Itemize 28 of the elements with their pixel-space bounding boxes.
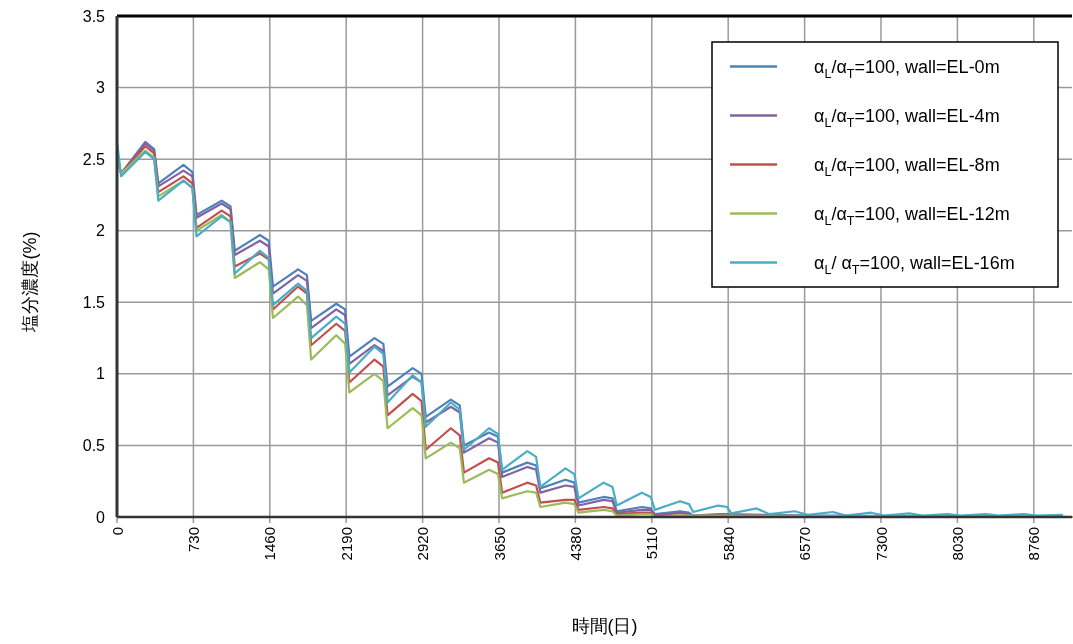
legend-label: α$_{L}$/α$_{T}$=100, wall=EL-8m [814, 154, 1000, 179]
x-tick-label: 730 [184, 527, 202, 553]
x-tick-label: 8760 [1025, 527, 1043, 561]
x-tick-label: 3650 [490, 527, 508, 561]
x-tick-label: 2190 [337, 527, 355, 561]
y-tick-label: 1 [96, 365, 106, 383]
x-tick-label: 4380 [566, 527, 584, 561]
legend-label: α$_{L}$/α$_{T}$=100, wall=EL-12m [814, 203, 1010, 228]
y-axis-title: 塩分濃度(%) [20, 231, 40, 333]
y-tick-label: 3 [96, 79, 106, 97]
x-tick-label: 0 [108, 527, 126, 536]
x-tick-label: 5110 [643, 527, 661, 560]
x-tick-label: 6570 [796, 527, 814, 561]
x-tick-label: 8030 [948, 527, 966, 561]
x-tick-label: 1460 [261, 527, 279, 561]
x-tick-label: 7300 [872, 527, 890, 561]
legend-label: α$_{L}$/α$_{T}$=100, wall=EL-4m [814, 105, 1000, 130]
y-tick-label: 2 [96, 222, 106, 240]
y-tick-label: 0 [96, 508, 106, 526]
y-tick-label: 0.5 [82, 436, 106, 454]
legend-label: α$_{L}$/ α$_{T}$=100, wall=EL-16m [814, 252, 1015, 277]
legend-label: α$_{L}$/α$_{T}$=100, wall=EL-0m [814, 56, 1000, 81]
y-tick-label: 2.5 [82, 150, 106, 168]
x-tick-label: 2920 [414, 527, 432, 561]
y-tick-label: 3.5 [82, 7, 106, 25]
x-axis-title: 時間(日) [571, 616, 638, 636]
x-tick-label: 5840 [719, 527, 737, 561]
y-tick-label: 1.5 [82, 293, 106, 311]
